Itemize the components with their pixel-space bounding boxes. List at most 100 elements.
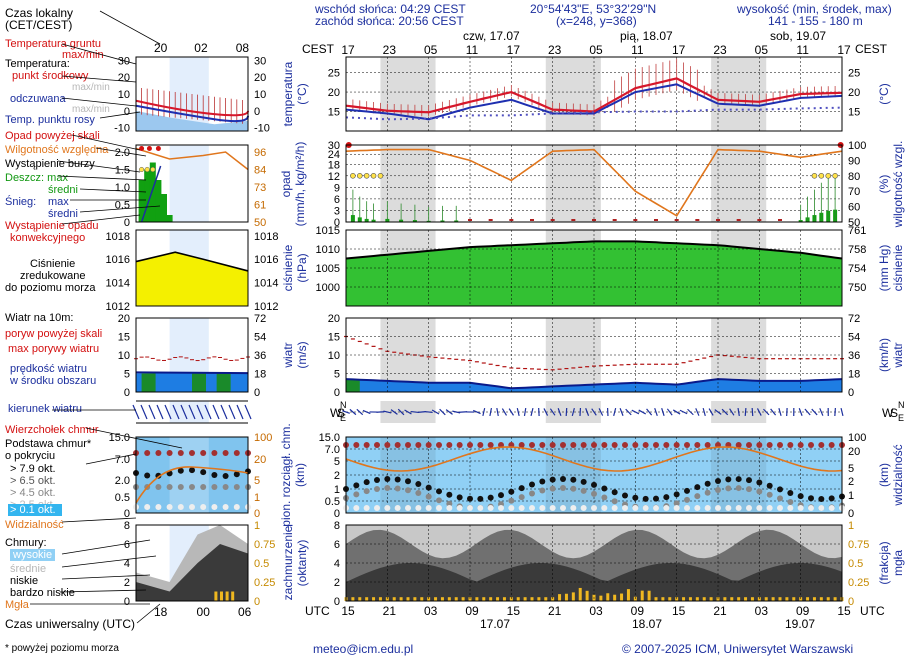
cloud-base-dot <box>736 505 742 511</box>
cloud-base-dot <box>488 505 494 511</box>
cloud-top-dot <box>415 442 421 448</box>
axis-tick-label: 2.0 <box>115 147 130 159</box>
axis-tick-label: 0 <box>124 106 130 118</box>
mini-fog-bar <box>220 592 223 602</box>
legend-pointer-line <box>100 11 160 44</box>
fog-axis-unit: (frakcja) <box>877 541 891 584</box>
cloud-base-dot <box>539 479 545 485</box>
axis-tick-label: 0.25 <box>254 577 275 589</box>
mini-rain-above <box>156 146 161 151</box>
cloud-top-dot <box>457 442 463 448</box>
axis-tick-label: 8 <box>334 520 340 532</box>
axis-tick-label: 1 <box>254 520 260 532</box>
cloud-base-dot <box>477 496 483 502</box>
wind-axis-title-right: wiatr <box>891 342 905 368</box>
axis-tick-label: 30 <box>118 55 130 67</box>
cloud-top-dot <box>684 442 690 448</box>
mini-fog-bar <box>226 592 229 602</box>
axis-tick-label: 2 <box>124 577 130 589</box>
cloud-base-dot <box>705 490 711 496</box>
conv-rain-marker <box>489 219 493 221</box>
axis-tick-label: 9 <box>334 182 340 194</box>
cloud-base-dot <box>684 497 690 503</box>
mini-wind-segment <box>217 374 231 393</box>
hour-label-bottom: 15 <box>507 604 521 618</box>
cloud-top-dot <box>591 442 597 448</box>
cloud-base-dot <box>756 505 762 511</box>
axis-tick-label: 2 <box>334 470 340 482</box>
axis-tick-label: 25 <box>848 68 860 80</box>
axis-tick-label: 54 <box>848 332 860 344</box>
legend-pointer-line <box>100 112 140 118</box>
axis-tick-label: 18 <box>254 369 266 381</box>
cloud-base-dot <box>529 481 535 487</box>
cloud-base-dot <box>529 490 535 496</box>
wind-dir-arrow <box>376 412 384 413</box>
axis-tick-label: 0 <box>254 596 260 608</box>
cloud-base-dot <box>705 481 711 487</box>
cloud-top-dot <box>539 442 545 448</box>
axis-tick-label: 96 <box>254 147 266 159</box>
axis-tick-label: 0.25 <box>848 577 869 589</box>
cloudbase-axis-unit: (km) <box>293 463 307 487</box>
cloud-top-dot <box>446 442 452 448</box>
cloud-base-dot <box>746 477 752 483</box>
humidity-axis-title: wilgotność wzgl. <box>891 141 905 229</box>
temp-axis-title: temperatura <box>281 61 295 126</box>
hour-label-top: 05 <box>424 43 438 57</box>
pressure-axis-unit-right: (mm Hg) <box>877 245 891 292</box>
cloud-top-dot <box>777 442 783 448</box>
cloud-base-dot <box>446 492 452 498</box>
fog-bar <box>358 597 361 601</box>
mini-hour-top: 20 <box>154 41 168 55</box>
cloud-top-dot <box>467 442 473 448</box>
axis-tick-label: 1012 <box>106 301 130 313</box>
fog-bar <box>441 597 444 601</box>
cloud-base-dot <box>446 505 452 511</box>
cloud-base-dot <box>508 505 514 511</box>
axis-tick-label: 1014 <box>106 278 130 290</box>
storm-marker <box>826 173 831 178</box>
wind-dir-arrow <box>459 412 467 413</box>
cloud-base-dot <box>829 505 835 511</box>
cloud-base-dot <box>663 494 669 500</box>
mini-cloud-base-dot <box>223 473 229 479</box>
fog-bar <box>531 597 534 601</box>
axis-tick-label: 100 <box>848 432 866 444</box>
axis-tick-label: 0 <box>254 508 260 520</box>
cloud-base-dot <box>405 487 411 493</box>
cloud-top-dot <box>395 442 401 448</box>
mini-hour-top: 02 <box>194 41 208 55</box>
cloud-top-dot <box>829 442 835 448</box>
cloud-base-dot <box>756 479 762 485</box>
cloud-base-dot <box>591 482 597 488</box>
fog-bar <box>772 597 775 601</box>
axis-tick-label: 7.0 <box>115 454 130 466</box>
axis-tick-label: 0 <box>334 596 340 608</box>
hour-label-bottom: 21 <box>548 604 562 618</box>
cloud-base-dot <box>787 505 793 511</box>
compass-e-right: E <box>898 413 904 423</box>
mini-cloud-base-dot <box>189 467 195 473</box>
cloud-base-dot <box>581 488 587 494</box>
cloud-base-dot <box>477 505 483 511</box>
cloud-base-dot <box>591 505 597 511</box>
cloud-base-dot <box>715 487 721 493</box>
pressure-axis-title: ciśnienie <box>281 244 295 291</box>
cloud-base-dot <box>570 477 576 483</box>
axis-tick-label: 20 <box>328 313 340 325</box>
axis-tick-label: 5 <box>848 463 854 475</box>
mini-cloud-base-dot <box>200 469 206 475</box>
mini-cloud-base-dot <box>167 504 173 510</box>
cloud-base-dot <box>818 505 824 511</box>
axis-tick-label: 70 <box>848 186 860 198</box>
mini-storm-marker <box>151 167 156 172</box>
wind-dir-arrow <box>745 408 746 416</box>
hour-label-bottom: 15 <box>341 604 355 618</box>
axis-tick-label: 1 <box>848 490 854 502</box>
cloud-top-dot <box>477 442 483 448</box>
fog-bar <box>372 597 375 601</box>
axis-tick-label: 20 <box>848 446 860 458</box>
wind-dir-arrow <box>566 408 567 416</box>
cloud-base-dot <box>601 495 607 501</box>
